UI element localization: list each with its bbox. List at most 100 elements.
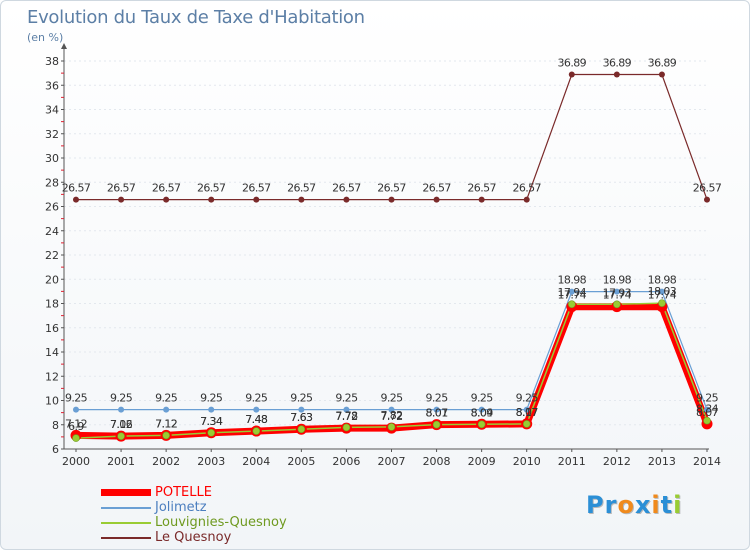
data-label: 36.89 <box>558 56 587 69</box>
x-tick-label: 2012 <box>603 455 631 468</box>
x-tick-label: 2011 <box>558 455 586 468</box>
point-jolimetz <box>704 406 710 413</box>
point-louvignies-quesnoy <box>342 423 351 432</box>
point-le-quesnoy <box>523 196 530 203</box>
point-louvignies-quesnoy <box>252 427 261 435</box>
data-label: 9.25 <box>380 392 403 405</box>
data-label: 18.98 <box>558 274 587 287</box>
point-louvignies-quesnoy <box>658 299 666 307</box>
data-label: 9.25 <box>155 392 178 405</box>
x-tick-label: 2007 <box>378 455 406 468</box>
data-label: 8.07 <box>426 407 449 420</box>
y-tick-label: 34 <box>45 104 59 117</box>
y-tick-label: 26 <box>45 201 59 214</box>
logo-letter: t <box>660 491 674 519</box>
data-label: 26.57 <box>197 182 226 195</box>
point-louvignies-quesnoy <box>522 420 531 428</box>
data-label: 8.07 <box>696 406 719 419</box>
data-label: 9.25 <box>290 392 313 405</box>
point-le-quesnoy <box>73 196 79 203</box>
data-label: 26.57 <box>693 182 722 195</box>
point-le-quesnoy <box>568 71 575 78</box>
legend-item: POTELLE <box>101 485 287 500</box>
y-tick-label: 10 <box>45 395 59 408</box>
y-tick-label: 18 <box>45 298 59 311</box>
data-label: 7.12 <box>65 417 87 430</box>
legend-label: Jolimetz <box>155 500 207 515</box>
data-label: 7.48 <box>245 413 268 426</box>
point-louvignies-quesnoy <box>387 423 396 431</box>
point-jolimetz <box>73 406 79 413</box>
x-tick-label: 2010 <box>513 455 541 468</box>
data-label: 8.07 <box>516 406 539 419</box>
data-label: 7.63 <box>290 411 313 424</box>
point-le-quesnoy <box>433 196 440 203</box>
data-label: 8.01 <box>426 407 448 420</box>
point-le-quesnoy <box>163 196 170 203</box>
logo-letter: x <box>634 491 652 519</box>
point-jolimetz <box>388 406 395 413</box>
point-le-quesnoy <box>343 196 350 203</box>
x-tick-label: 2004 <box>242 455 270 468</box>
data-label: 6.9 <box>68 420 84 433</box>
y-tick-label: 24 <box>45 225 59 238</box>
legend-label: POTELLE <box>155 485 212 500</box>
data-label: 26.57 <box>467 182 496 195</box>
legend-item: Louvignies-Quesnoy <box>101 515 287 530</box>
legend: POTELLE Jolimetz Louvignies-Quesnoy Le Ques… <box>101 485 287 545</box>
x-tick-label: 2009 <box>468 455 496 468</box>
data-label: 18.98 <box>603 274 632 287</box>
point-jolimetz <box>298 406 305 413</box>
data-label: 9.25 <box>696 392 719 405</box>
data-label: 7.63 <box>290 411 313 424</box>
x-tick-label: 2008 <box>423 455 451 468</box>
point-louvignies-quesnoy <box>567 300 576 309</box>
point-jolimetz <box>433 406 440 413</box>
logo-letter: o <box>617 491 635 519</box>
data-label: 26.57 <box>242 182 271 195</box>
legend-item: Jolimetz <box>101 500 287 515</box>
x-tick-label: 2014 <box>693 455 721 468</box>
x-tick-label: 2001 <box>107 455 135 468</box>
data-label: 7.34 <box>200 415 223 428</box>
data-label: 9.25 <box>65 392 88 405</box>
legend-label: Louvignies-Quesnoy <box>155 515 287 530</box>
point-louvignies-quesnoy <box>72 434 80 442</box>
x-tick-label: 2013 <box>648 455 676 468</box>
logo-letter: P <box>586 491 605 519</box>
point-le-quesnoy <box>478 196 485 203</box>
data-label: 9.25 <box>200 392 223 405</box>
y-tick-label: 16 <box>45 322 59 335</box>
point-jolimetz <box>523 406 530 413</box>
data-label: 17.74 <box>603 289 632 302</box>
y-tick-label: 22 <box>45 249 59 262</box>
data-label: 7.12 <box>155 417 177 430</box>
x-tick-label: 2005 <box>287 455 315 468</box>
data-label: 7.78 <box>335 409 358 422</box>
x-tick-label: 2002 <box>152 455 180 468</box>
legend-swatch <box>101 489 151 496</box>
point-le-quesnoy <box>253 196 260 203</box>
point-jolimetz <box>163 406 170 413</box>
y-tick-label: 8 <box>52 419 59 432</box>
y-tick-label: 30 <box>45 152 59 165</box>
legend-item: Le Quesnoy <box>101 530 287 545</box>
point-jolimetz <box>208 406 215 413</box>
point-louvignies-quesnoy <box>703 416 711 425</box>
point-le-quesnoy <box>388 196 395 203</box>
point-le-quesnoy <box>658 71 665 78</box>
x-tick-label: 2000 <box>62 455 90 468</box>
data-label: 18.98 <box>648 274 677 287</box>
data-label: 26.57 <box>152 182 181 195</box>
data-label: 26.57 <box>62 182 91 195</box>
data-label: 8.34 <box>696 403 719 416</box>
point-jolimetz <box>343 406 350 413</box>
legend-label: Le Quesnoy <box>155 530 232 545</box>
data-label: 36.89 <box>603 56 632 69</box>
point-louvignies-quesnoy <box>477 420 486 429</box>
legend-swatch <box>101 521 151 524</box>
point-le-quesnoy <box>118 196 125 203</box>
legend-swatch <box>101 506 151 509</box>
